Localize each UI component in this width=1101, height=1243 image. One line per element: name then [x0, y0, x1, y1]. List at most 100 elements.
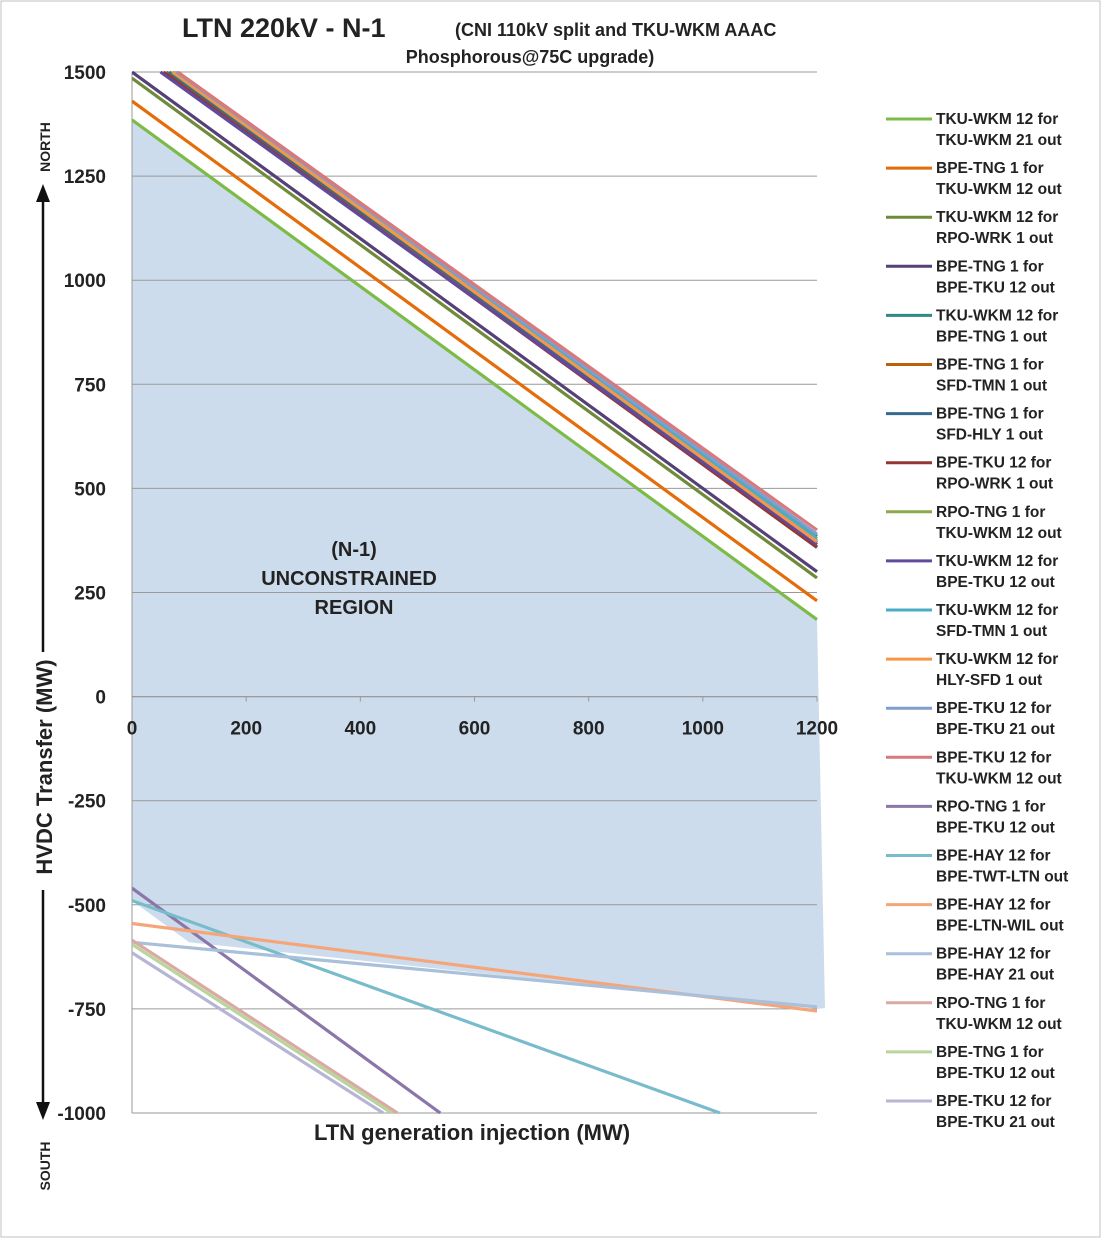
series-line-3 — [132, 76, 818, 580]
legend-item: TKU-WKM 12 for TKU-WKM 21 out — [886, 111, 1062, 149]
legend-label-line1: RPO-TNG 1 for — [936, 995, 1045, 1012]
series-line-4 — [132, 71, 818, 573]
series-line-20 — [132, 943, 393, 1114]
series-line-1 — [132, 118, 818, 621]
series-line-12 — [172, 71, 818, 543]
legend-label-line2: BPE-TKU 12 out — [936, 574, 1055, 591]
legend-label-line2: SFD-HLY 1 out — [936, 427, 1043, 444]
legend-item: BPE-TKU 12 for BPE-TKU 21 out — [886, 1093, 1055, 1131]
legend-item: TKU-WKM 12 for HLY-SFD 1 out — [886, 651, 1058, 689]
legend-label-line2: BPE-TKU 12 out — [936, 819, 1055, 836]
y-axis-title: HVDC Transfer (MW) — [32, 659, 57, 874]
legend-label-line2: HLY-SFD 1 out — [936, 672, 1042, 689]
legend-label-line1: BPE-TKU 12 for — [936, 455, 1051, 472]
legend-label-line2: TKU-WKM 12 out — [936, 1016, 1062, 1033]
series-line-19 — [132, 938, 399, 1114]
legend-item: RPO-TNG 1 for TKU-WKM 12 out — [886, 995, 1062, 1033]
legend-label-line2: TKU-WKM 21 out — [936, 132, 1062, 149]
y-tick-label: -750 — [68, 1000, 106, 1021]
y-tick-label: 750 — [74, 375, 106, 396]
legend-label-line1: TKU-WKM 12 for — [936, 111, 1058, 128]
chart-subtitle-line1: (CNI 110kV split and TKU-WKM AAAC — [455, 20, 776, 40]
x-tick-label: 0 — [127, 719, 138, 740]
legend-label-line2: BPE-LTN-WIL out — [936, 918, 1064, 935]
legend-item: BPE-TNG 1 for SFD-TMN 1 out — [886, 357, 1047, 395]
y-tick-label: 0 — [95, 688, 106, 709]
x-tick-label: 600 — [459, 719, 491, 740]
region-label-line2: UNCONSTRAINED — [261, 568, 437, 590]
legend-label-line2: TKU-WKM 12 out — [936, 181, 1062, 198]
legend-label-line1: TKU-WKM 12 for — [936, 307, 1058, 324]
legend-label-line1: TKU-WKM 12 for — [936, 602, 1058, 619]
legend-item: BPE-TKU 12 for RPO-WRK 1 out — [886, 455, 1053, 493]
x-tick-label: 200 — [230, 719, 262, 740]
x-tick-label: 800 — [573, 719, 605, 740]
region-label-line3: REGION — [315, 597, 394, 619]
legend-item: BPE-TNG 1 for BPE-TKU 12 out — [886, 1044, 1055, 1082]
legend-label-line2: TKU-WKM 12 out — [936, 525, 1062, 542]
legend-item: BPE-TKU 12 for TKU-WKM 12 out — [886, 749, 1062, 787]
legend-item: BPE-HAY 12 for BPE-HAY 21 out — [886, 946, 1054, 984]
x-tick-label: 1000 — [682, 719, 724, 740]
legend-item: BPE-TNG 1 for SFD-HLY 1 out — [886, 406, 1044, 444]
south-arrowhead-icon — [36, 1102, 50, 1120]
legend-label-line2: BPE-TKU 12 out — [936, 1065, 1055, 1082]
series-line-21 — [132, 951, 385, 1114]
unconstrained-region — [132, 119, 825, 1009]
y-tick-label: 1250 — [64, 167, 106, 188]
legend-item: BPE-TKU 12 for BPE-TKU 21 out — [886, 700, 1055, 738]
legend-item: TKU-WKM 12 for RPO-WRK 1 out — [886, 209, 1058, 247]
series-line-14 — [176, 71, 818, 532]
series-line-15 — [132, 886, 442, 1114]
x-tick-label: 1200 — [796, 719, 838, 740]
legend-label-line1: BPE-TNG 1 for — [936, 160, 1044, 177]
legend-item: BPE-HAY 12 for BPE-TWT-LTN out — [886, 848, 1068, 886]
legend-item: RPO-TNG 1 for TKU-WKM 12 out — [886, 504, 1062, 542]
y-tick-labels: 1500 1250 1000 750 500 250 0 -250 -500 -750 -1000 — [57, 63, 106, 1125]
chart-subtitle-line2: Phosphorous@75C upgrade) — [406, 47, 655, 67]
legend-label-line1: BPE-TNG 1 for — [936, 258, 1044, 275]
legend-label-line1: TKU-WKM 12 for — [936, 209, 1058, 226]
axes — [131, 72, 818, 1113]
legend-item: TKU-WKM 12 for SFD-TMN 1 out — [886, 602, 1058, 640]
chart-title: LTN 220kV - N-1 — [182, 13, 386, 43]
legend-label-line1: BPE-HAY 12 for — [936, 946, 1051, 963]
y-tick-label: -500 — [68, 896, 106, 917]
legend-label-line1: BPE-TNG 1 for — [936, 1044, 1044, 1061]
region-label-line1: (N-1) — [331, 539, 377, 561]
legend-label-line1: RPO-TNG 1 for — [936, 504, 1045, 521]
legend-label-line1: RPO-TNG 1 for — [936, 798, 1045, 815]
y-tick-label: 250 — [74, 584, 106, 605]
legend-item: TKU-WKM 12 for BPE-TNG 1 out — [886, 307, 1058, 345]
legend-label-line2: SFD-TMN 1 out — [936, 623, 1047, 640]
y-tick-label: 1000 — [64, 271, 106, 292]
y-tick-label: -1000 — [57, 1104, 106, 1125]
x-axis-title: LTN generation injection (MW) — [314, 1120, 630, 1145]
legend-label-line1: BPE-TNG 1 for — [936, 357, 1044, 374]
legend-label-line1: BPE-TKU 12 for — [936, 749, 1051, 766]
series-line-2 — [132, 99, 818, 603]
legend-label-line2: BPE-TWT-LTN out — [936, 869, 1068, 886]
legend-label-line1: BPE-TKU 12 for — [936, 700, 1051, 717]
legend-label-line1: BPE-TNG 1 for — [936, 406, 1044, 423]
legend-label-line2: TKU-WKM 12 out — [936, 770, 1062, 787]
x-tick-labels: 0 200 400 600 800 1000 1200 — [127, 719, 838, 740]
legend-label-line1: TKU-WKM 12 for — [936, 651, 1058, 668]
x-tick-label: 400 — [344, 719, 376, 740]
legend-label-line1: TKU-WKM 12 for — [936, 553, 1058, 570]
y-tick-label: 500 — [74, 479, 106, 500]
legend-item: RPO-TNG 1 for BPE-TKU 12 out — [886, 798, 1055, 836]
y-tick-label: 1500 — [64, 63, 106, 84]
series-lines — [132, 71, 818, 1114]
north-arrowhead-icon — [36, 184, 50, 202]
legend-label-line2: BPE-TKU 12 out — [936, 279, 1055, 296]
legend-label-line2: BPE-HAY 21 out — [936, 967, 1054, 984]
legend-item: TKU-WKM 12 for BPE-TKU 12 out — [886, 553, 1058, 591]
legend-label-line2: RPO-WRK 1 out — [936, 476, 1053, 493]
legend-label-line1: BPE-HAY 12 for — [936, 897, 1051, 914]
legend-label-line2: BPE-TKU 21 out — [936, 721, 1055, 738]
legend-item: BPE-TNG 1 for BPE-TKU 12 out — [886, 258, 1055, 296]
legend-label-line2: BPE-TNG 1 out — [936, 328, 1047, 345]
